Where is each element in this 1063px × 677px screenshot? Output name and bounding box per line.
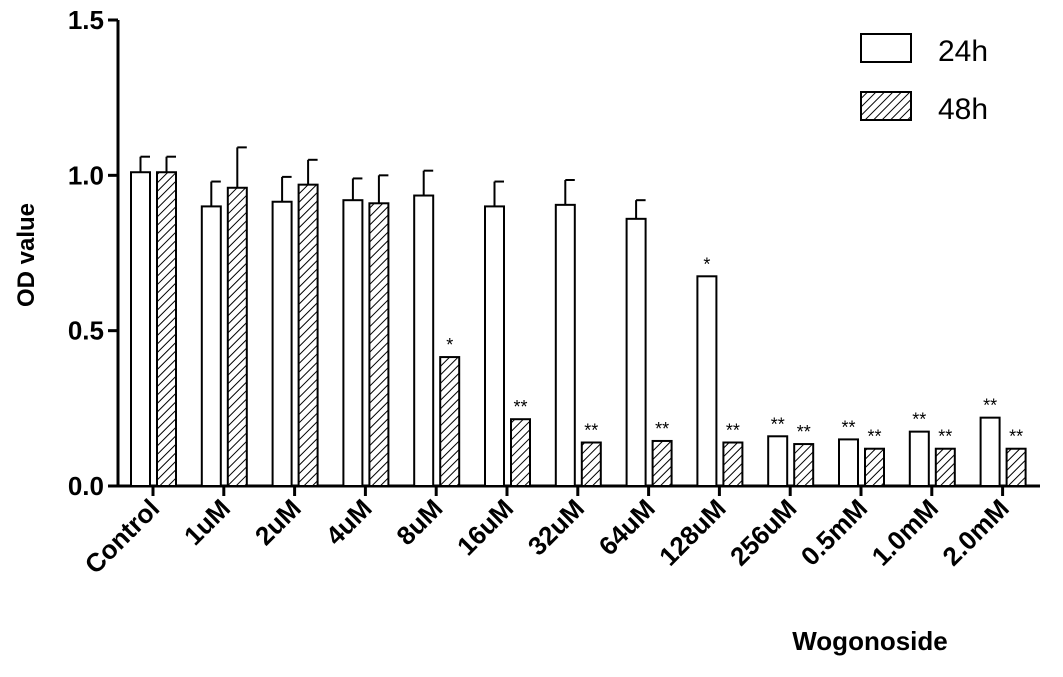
x-tick-label: 64uM xyxy=(593,493,661,561)
bar-24h xyxy=(484,205,505,487)
bar-48h xyxy=(368,202,390,487)
significance-label: ** xyxy=(912,410,926,430)
significance-label: * xyxy=(703,254,710,274)
bar-24h xyxy=(908,430,930,487)
x-tick-label: 2.0mM xyxy=(936,493,1014,571)
bar-48h xyxy=(156,171,177,488)
x-tick-label: 0.5mM xyxy=(795,493,873,571)
bar-48h xyxy=(580,441,602,487)
significance-label: ** xyxy=(938,427,952,447)
y-tick-label: 1.0 xyxy=(68,160,104,190)
y-tick-label: 1.5 xyxy=(68,5,104,35)
x-tick-label: 1.0mM xyxy=(866,493,944,571)
x-tick-label: 8uM xyxy=(390,493,448,551)
bar-24h xyxy=(696,275,718,487)
bar-48h xyxy=(510,418,531,487)
significance-label: ** xyxy=(771,414,785,434)
bar-48h xyxy=(934,447,956,487)
significance-label: ** xyxy=(797,422,811,442)
x-tick-label: 128uM xyxy=(653,493,731,571)
bar-24h xyxy=(271,200,293,488)
x-tick-label: 256uM xyxy=(724,493,802,571)
bar-24h xyxy=(979,416,1001,487)
bar-48h xyxy=(864,447,885,487)
legend-swatch-48h xyxy=(860,91,912,121)
bar-24h xyxy=(200,205,222,487)
bar-48h xyxy=(651,439,673,488)
x-tick-label: 32uM xyxy=(522,493,590,561)
y-tick-label: 0.0 xyxy=(68,471,104,501)
legend-label-24h: 24h xyxy=(938,35,988,68)
x-tick-label: Control xyxy=(79,493,166,580)
y-axis-label: OD value xyxy=(13,203,40,307)
significance-label: ** xyxy=(841,417,855,437)
significance-label: * xyxy=(446,335,453,355)
x-tick-label: 2uM xyxy=(249,493,307,551)
bar-48h xyxy=(1005,447,1027,487)
x-axis-label: Wogonoside xyxy=(792,626,948,656)
x-tick-label: 1uM xyxy=(178,493,236,551)
x-tick-label: 16uM xyxy=(451,493,519,561)
significance-label: ** xyxy=(584,421,598,441)
bar-48h xyxy=(793,443,815,487)
significance-label: ** xyxy=(867,427,881,447)
legend-swatch-24h xyxy=(860,33,912,63)
significance-label: ** xyxy=(983,396,997,416)
significance-label: ** xyxy=(655,419,669,439)
bar-24h xyxy=(413,194,435,487)
x-tick-label: 4uM xyxy=(320,493,378,551)
significance-label: ** xyxy=(513,397,527,417)
bar-24h xyxy=(130,171,151,488)
bar-48h xyxy=(226,186,248,487)
bar-24h xyxy=(554,203,576,487)
legend: 24h 48h xyxy=(860,33,988,126)
bar-48h xyxy=(722,441,744,487)
legend-label-48h: 48h xyxy=(938,93,988,126)
significance-label: ** xyxy=(1009,427,1023,447)
bar-48h xyxy=(439,356,461,487)
bar-24h xyxy=(625,217,647,487)
bar-48h xyxy=(297,183,319,488)
significance-label: ** xyxy=(726,421,740,441)
bar-24h xyxy=(342,199,364,487)
bar-24h xyxy=(767,435,789,487)
y-tick-label: 0.5 xyxy=(68,316,104,346)
bar-24h xyxy=(838,438,859,487)
